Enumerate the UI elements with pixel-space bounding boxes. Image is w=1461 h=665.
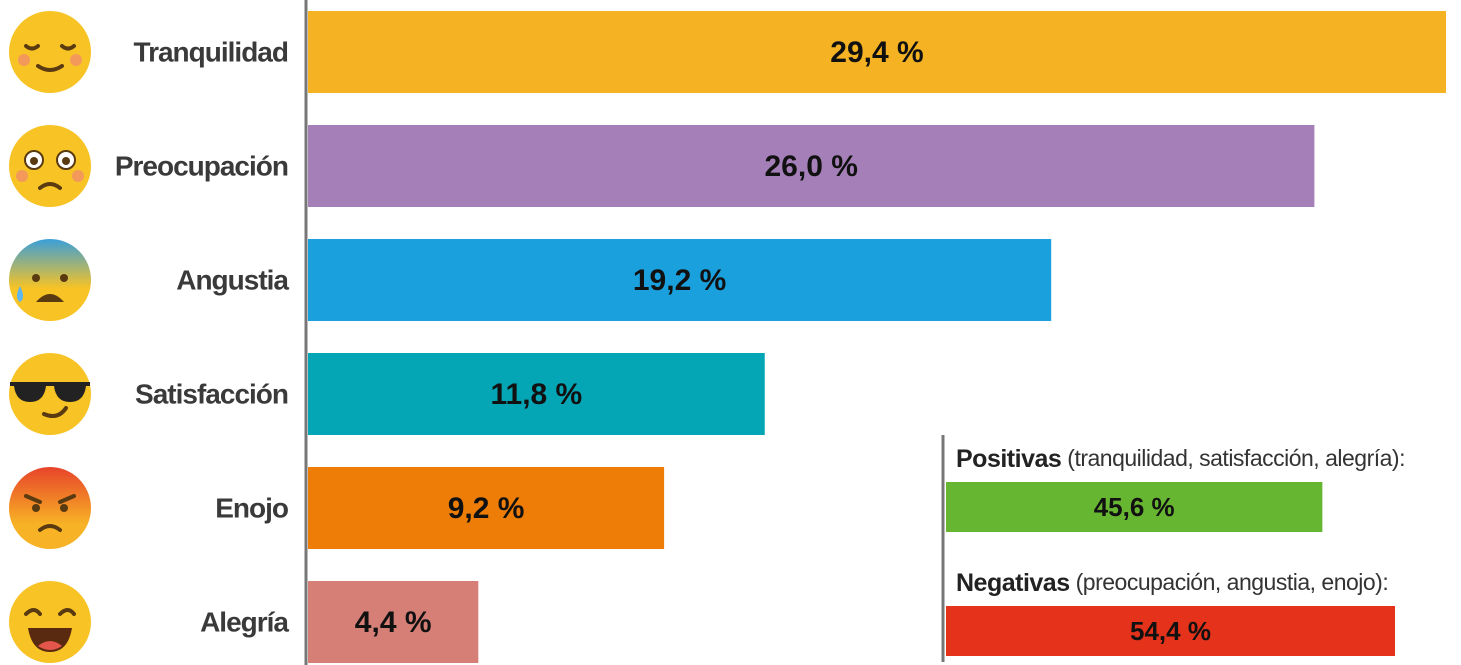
emoji xyxy=(9,581,91,663)
emoji-feature xyxy=(38,524,62,532)
value-label: 29,4 % xyxy=(830,36,923,69)
emoji-feature xyxy=(36,64,64,72)
category-label: Enojo xyxy=(215,492,289,523)
emoji-tear xyxy=(17,286,23,302)
category-label: Tranquilidad xyxy=(134,36,288,67)
emoji-feature xyxy=(58,608,76,616)
emoji xyxy=(9,11,91,93)
category-label: Satisfacción xyxy=(135,378,288,409)
emoji-face xyxy=(9,581,91,663)
emoji-face xyxy=(9,239,91,321)
emoji-eye xyxy=(32,274,40,282)
inset-category: Negativas xyxy=(956,569,1070,597)
value-label: 11,8 % xyxy=(490,378,582,411)
emoji-face xyxy=(9,467,91,549)
category-label: Alegría xyxy=(200,606,289,637)
category-label: Preocupación xyxy=(115,150,288,181)
inset-heading: Positivas (tranquilidad, satisfacción, al… xyxy=(956,445,1405,473)
emoji-cheek xyxy=(70,54,82,66)
bar xyxy=(308,467,665,549)
emoji-eye xyxy=(60,274,68,282)
inset-description: (tranquilidad, satisfacción, alegría): xyxy=(1067,445,1405,471)
value-label: 19,2 % xyxy=(633,264,726,297)
value-label: 9,2 % xyxy=(448,492,525,525)
emoji-eye xyxy=(60,504,68,512)
emoji-feature xyxy=(38,182,62,190)
value-label: 26,0 % xyxy=(764,150,857,183)
bar xyxy=(308,125,1315,207)
emoji-feature xyxy=(58,494,76,504)
emoji-pupil xyxy=(30,157,38,165)
emoji-feature xyxy=(24,608,42,616)
emoji-feature xyxy=(24,494,42,504)
bar xyxy=(946,482,1323,532)
emoji-mouth xyxy=(36,294,64,302)
emoji-glasses xyxy=(10,382,90,402)
bar xyxy=(308,353,765,435)
bar xyxy=(308,11,1446,93)
bar xyxy=(308,581,479,663)
value-label: 45,6 % xyxy=(1094,492,1175,522)
emoji-face xyxy=(9,353,91,435)
bar xyxy=(946,606,1395,656)
emoji-face xyxy=(9,125,91,207)
emoji-pupil xyxy=(62,157,70,165)
value-label: 54,4 % xyxy=(1130,616,1211,646)
emoji-cheek xyxy=(16,170,28,182)
inset-heading: Negativas (preocupación, angustia, enojo)… xyxy=(956,569,1388,597)
emoji xyxy=(9,467,91,549)
value-label: 4,4 % xyxy=(355,606,432,639)
emoji-feature xyxy=(42,406,68,418)
emoji-cheek xyxy=(72,170,84,182)
inset-description: (preocupación, angustia, enojo): xyxy=(1076,569,1389,595)
category-label: Angustia xyxy=(176,264,289,295)
emoji xyxy=(9,239,91,321)
emoji-eye xyxy=(32,504,40,512)
emoji xyxy=(9,125,91,207)
inset-category: Positivas xyxy=(956,445,1061,473)
emoji-feature xyxy=(60,44,76,51)
emoji xyxy=(9,353,91,435)
emoji-face xyxy=(9,11,91,93)
bar xyxy=(308,239,1052,321)
emoji-tongue xyxy=(38,641,62,650)
emoji-feature xyxy=(24,44,40,51)
emoji-cheek xyxy=(18,54,30,66)
